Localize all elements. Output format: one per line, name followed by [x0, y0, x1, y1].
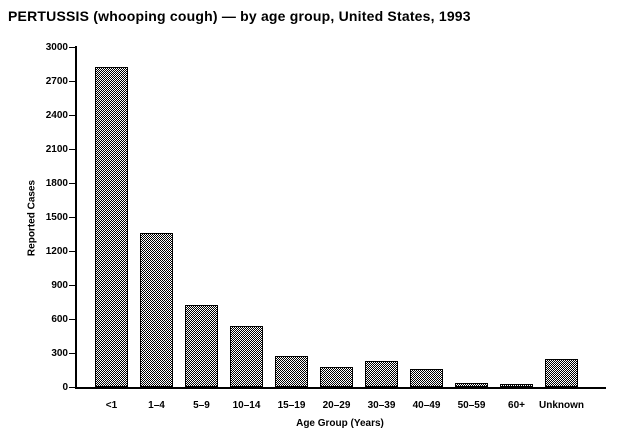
- y-tick-label: 300: [51, 348, 68, 359]
- bar: [365, 361, 398, 387]
- x-tick-label: 20–29: [322, 400, 351, 411]
- y-axis-tick: [69, 250, 75, 252]
- bar: [320, 367, 353, 387]
- y-axis-tick: [69, 114, 75, 116]
- x-tick-label: Unknown: [539, 400, 584, 411]
- bar: [500, 384, 533, 387]
- x-tick-label: 5–9: [193, 400, 210, 411]
- y-axis-tick: [69, 352, 75, 354]
- bar: [230, 326, 263, 387]
- y-tick-label: 2700: [45, 76, 68, 87]
- x-tick-label: 50–59: [457, 400, 486, 411]
- y-tick-label: 3000: [45, 42, 68, 53]
- y-axis-tick: [69, 148, 75, 150]
- y-axis-tick: [69, 284, 75, 286]
- y-tick-label: 600: [51, 314, 68, 325]
- x-tick-label: 60+: [508, 400, 525, 411]
- y-tick-label: 1200: [45, 246, 68, 257]
- y-tick-label: 2100: [45, 144, 68, 155]
- y-axis-tick: [69, 80, 75, 82]
- y-tick-label: 900: [51, 280, 68, 291]
- y-axis-line: [75, 46, 77, 389]
- y-tick-label: 1500: [45, 212, 68, 223]
- x-tick-label: 1–4: [148, 400, 165, 411]
- x-tick-label: 40–49: [412, 400, 441, 411]
- bar: [95, 67, 128, 387]
- x-tick-label: 15–19: [277, 400, 306, 411]
- y-tick-label: 1800: [45, 178, 68, 189]
- y-axis-tick: [69, 182, 75, 184]
- bar: [545, 359, 578, 387]
- x-axis-title: Age Group (Years): [296, 418, 384, 429]
- x-tick-label: 10–14: [232, 400, 261, 411]
- y-axis-tick: [69, 318, 75, 320]
- y-axis-tick: [69, 216, 75, 218]
- y-axis-tick: [69, 386, 75, 388]
- bar: [185, 305, 218, 387]
- x-tick-label: 30–39: [367, 400, 396, 411]
- bar: [275, 356, 308, 387]
- chart-title: PERTUSSIS (whooping cough) — by age grou…: [8, 8, 471, 24]
- y-axis-tick: [69, 46, 75, 48]
- y-tick-label: 2400: [45, 110, 68, 121]
- x-tick-label: <1: [105, 400, 118, 411]
- bar: [455, 383, 488, 387]
- bar: [140, 233, 173, 387]
- bar: [410, 369, 443, 387]
- x-axis-line: [75, 387, 606, 389]
- y-tick-label: 0: [62, 382, 68, 393]
